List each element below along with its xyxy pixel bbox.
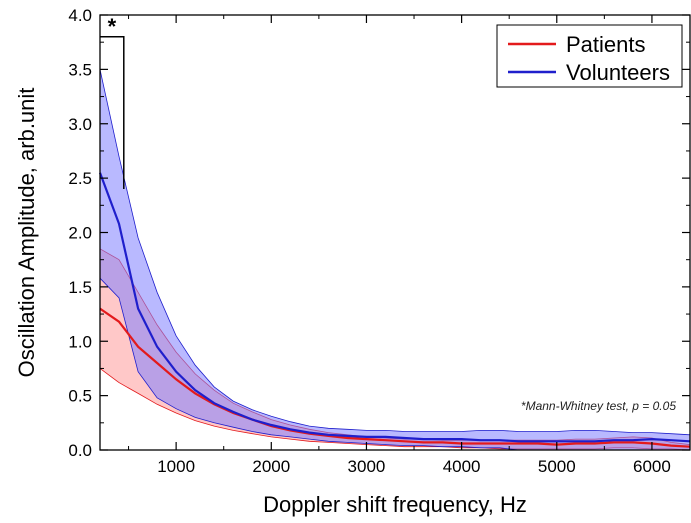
legend: Patients Volunteers xyxy=(496,24,683,88)
y-tick-label: 3.5 xyxy=(68,60,92,79)
significance-bracket xyxy=(100,36,125,189)
y-tick-label: 3.0 xyxy=(68,115,92,134)
confidence-bands xyxy=(99,69,691,451)
legend-box xyxy=(496,24,683,88)
y-tick-label: 1.5 xyxy=(68,278,92,297)
legend-label-patients: Patients xyxy=(566,32,646,57)
significance-marker: * xyxy=(100,14,125,189)
y-axis-label: Oscillation Amplitude, arb.unit xyxy=(14,88,39,378)
x-tick-label: 4000 xyxy=(443,457,481,476)
y-tick-label: 2.5 xyxy=(68,169,92,188)
axis-ticks xyxy=(100,14,690,451)
x-tick-label: 2000 xyxy=(252,457,290,476)
x-axis-label: Doppler shift frequency, Hz xyxy=(263,492,527,517)
y-tick-label: 0.0 xyxy=(68,441,92,460)
series-lines xyxy=(98,172,691,448)
x-tick-label: 6000 xyxy=(633,457,671,476)
y-tick-label: 1.0 xyxy=(68,332,92,351)
volunteers-mean-line xyxy=(98,172,691,443)
x-tick-label: 3000 xyxy=(348,457,386,476)
significance-star: * xyxy=(108,14,117,39)
tick-labels: 1000 2000 3000 4000 5000 6000 0.0 0.5 1.0 1.5 2.0 2… xyxy=(68,6,670,476)
x-tick-label: 5000 xyxy=(538,457,576,476)
x-tick-label: 1000 xyxy=(157,457,195,476)
volunteers-band xyxy=(99,69,691,451)
y-tick-label: 2.0 xyxy=(68,224,92,243)
legend-label-volunteers: Volunteers xyxy=(566,60,670,85)
y-tick-label: 4.0 xyxy=(68,6,92,25)
test-annotation: *Mann-Whitney test, p = 0.05 xyxy=(521,399,676,413)
patients-mean-line xyxy=(99,307,691,448)
y-tick-label: 0.5 xyxy=(68,387,92,406)
patients-band xyxy=(99,248,691,451)
